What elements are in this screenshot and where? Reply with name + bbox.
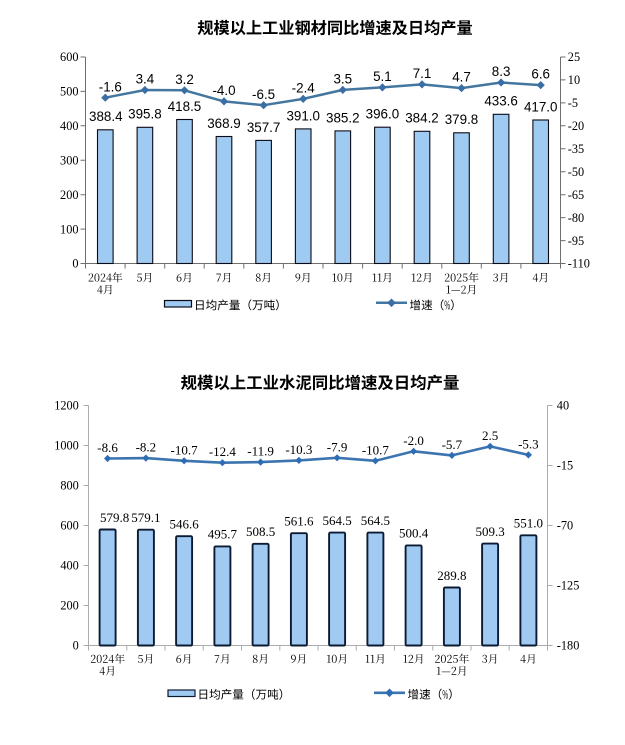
svg-text:100: 100 [60,222,78,236]
svg-text:-11.9: -11.9 [247,444,274,459]
svg-text:-2.0: -2.0 [403,433,424,448]
svg-text:-95: -95 [568,234,584,248]
svg-text:600: 600 [60,50,78,64]
svg-text:2.5: 2.5 [482,428,498,443]
svg-text:561.6: 561.6 [284,514,314,529]
svg-text:-20: -20 [568,119,584,133]
svg-text:10: 10 [568,73,580,87]
svg-text:3.2: 3.2 [175,72,194,87]
svg-text:4.7: 4.7 [452,70,471,85]
svg-text:-2.4: -2.4 [292,81,316,96]
svg-text:-110: -110 [568,257,590,271]
svg-text:7.1: 7.1 [413,66,432,81]
svg-text:3.5: 3.5 [333,72,352,87]
svg-text:396.0: 396.0 [366,107,400,122]
svg-text:600: 600 [60,519,78,533]
svg-text:200: 200 [60,188,78,202]
svg-text:-35: -35 [568,142,584,156]
svg-text:-5.3: -5.3 [518,436,539,451]
svg-text:289.8: 289.8 [437,568,466,583]
svg-text:300: 300 [60,153,78,167]
svg-text:-4.0: -4.0 [212,83,235,98]
svg-text:551.0: 551.0 [514,516,543,531]
svg-text:-10.7: -10.7 [171,442,199,457]
svg-text:-125: -125 [557,579,580,593]
svg-text:500.4: 500.4 [399,526,429,541]
svg-text:384.2: 384.2 [405,111,439,126]
svg-text:1000: 1000 [54,439,79,453]
svg-text:385.2: 385.2 [326,110,360,125]
svg-text:579.8: 579.8 [100,510,129,525]
svg-text:5.1: 5.1 [373,69,392,84]
svg-text:564.5: 564.5 [361,513,390,528]
svg-text:25: 25 [568,50,580,64]
svg-text:-8.2: -8.2 [136,440,157,455]
svg-text:546.6: 546.6 [169,517,199,532]
svg-text:418.5: 418.5 [168,99,202,114]
svg-text:-6.5: -6.5 [252,87,275,102]
svg-text:379.8: 379.8 [445,112,479,127]
svg-text:-65: -65 [568,188,584,202]
svg-text:-70: -70 [557,519,573,533]
svg-text:500: 500 [60,85,78,99]
svg-text:395.8: 395.8 [128,107,162,122]
svg-text:-5: -5 [568,96,578,110]
svg-text:391.0: 391.0 [286,108,320,123]
svg-text:368.9: 368.9 [207,116,241,131]
svg-text:-180: -180 [557,639,580,653]
svg-text:433.6: 433.6 [484,94,518,109]
svg-text:-12.4: -12.4 [209,444,237,459]
svg-text:564.5: 564.5 [322,513,351,528]
svg-text:417.0: 417.0 [524,99,558,114]
svg-text:400: 400 [60,119,78,133]
svg-text:-80: -80 [568,211,584,225]
svg-text:-8.6: -8.6 [97,440,118,455]
svg-text:200: 200 [60,599,78,613]
svg-text:-15: -15 [557,459,573,473]
svg-text:-7.9: -7.9 [327,439,348,454]
svg-text:388.4: 388.4 [89,109,123,124]
svg-text:579.1: 579.1 [131,510,160,525]
svg-text:1200: 1200 [54,399,79,413]
svg-text:357.7: 357.7 [247,120,281,135]
svg-text:400: 400 [60,559,78,573]
svg-text:8.3: 8.3 [492,64,511,79]
svg-text:6.6: 6.6 [531,67,550,82]
svg-text:40: 40 [557,399,569,413]
svg-text:-50: -50 [568,165,584,179]
svg-text:-10.7: -10.7 [362,442,390,457]
svg-text:0: 0 [73,639,79,653]
svg-text:-10.3: -10.3 [285,442,312,457]
svg-text:800: 800 [60,479,78,493]
svg-text:3.4: 3.4 [136,72,155,87]
svg-text:0: 0 [72,257,78,271]
svg-text:509.3: 509.3 [475,524,504,539]
svg-text:508.5: 508.5 [246,524,275,539]
svg-text:495.7: 495.7 [208,527,238,542]
svg-text:-1.6: -1.6 [99,79,122,94]
svg-text:-5.7: -5.7 [442,437,463,452]
